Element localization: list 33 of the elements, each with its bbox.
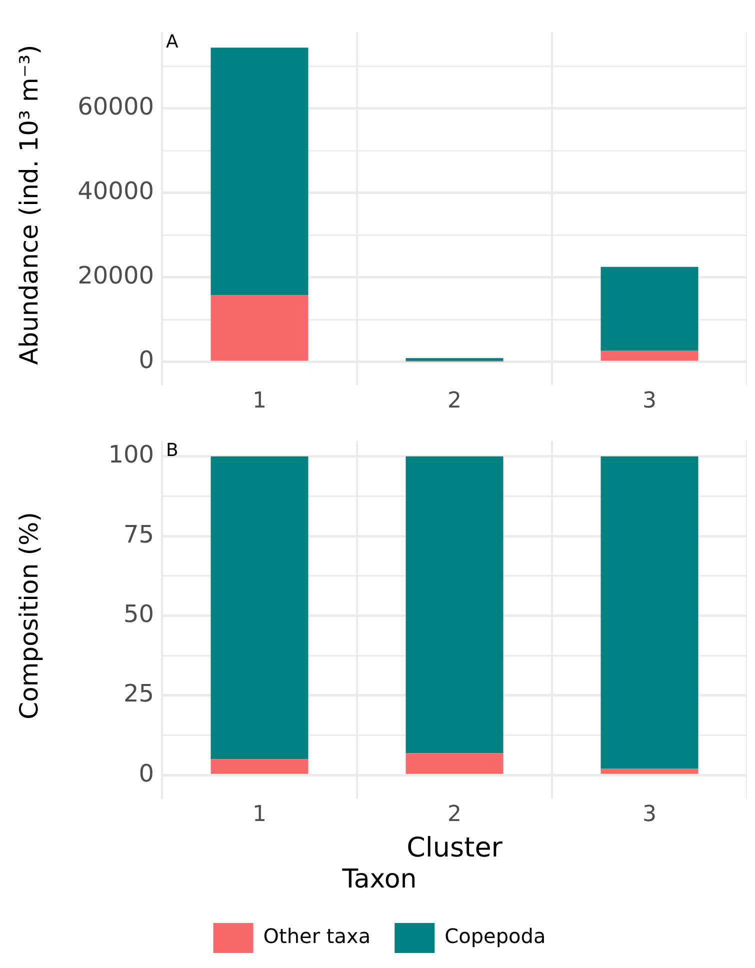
bar <box>600 768 698 774</box>
y-tick-label: 40000 <box>78 177 154 206</box>
y-tick-label: 0 <box>138 346 154 374</box>
x-tick-label: 1 <box>252 388 266 414</box>
y-axis-title: Composition (%) <box>14 512 44 720</box>
bar <box>210 759 308 774</box>
annotation: B <box>166 440 178 462</box>
bar <box>406 753 504 774</box>
x-axis-title: Cluster <box>406 832 504 864</box>
legend-title: Taxon <box>341 864 417 895</box>
y-tick-label: 75 <box>123 520 154 548</box>
y-tick-label: 100 <box>108 440 154 469</box>
x-tick-label: 3 <box>642 802 656 827</box>
x-tick-label: 2 <box>448 388 462 414</box>
bar <box>210 48 308 296</box>
y-axis-title: Abundance (ind. 10³ m⁻³) <box>14 44 44 365</box>
y-tick-label: 60000 <box>78 92 154 121</box>
x-tick-label: 1 <box>252 802 266 827</box>
bar <box>600 266 698 351</box>
bar <box>210 456 308 760</box>
annotation: A <box>166 32 179 53</box>
bar <box>600 456 698 769</box>
bar <box>406 456 504 754</box>
bar <box>210 295 308 361</box>
legend-label: Copepoda <box>444 924 546 948</box>
x-tick-label: 2 <box>448 802 462 827</box>
legend-label: Other taxa <box>263 924 371 948</box>
y-tick-label: 25 <box>123 680 154 708</box>
y-tick-label: 50 <box>123 600 154 628</box>
y-tick-label: 0 <box>138 759 154 788</box>
y-tick-label: 20000 <box>78 262 154 290</box>
bar <box>600 350 698 361</box>
x-tick-label: 3 <box>642 388 656 414</box>
